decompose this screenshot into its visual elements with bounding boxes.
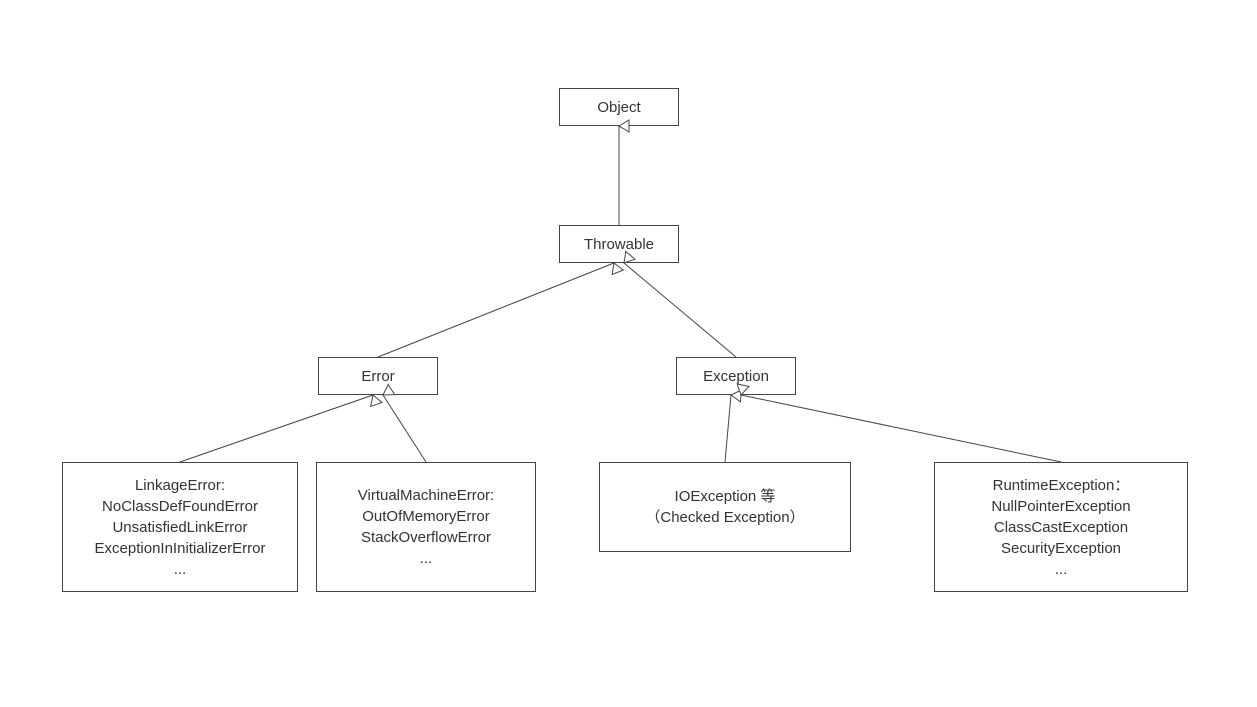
node-ioexception: IOException 等 （Checked Exception） <box>599 462 851 552</box>
vmerror-line-3: ... <box>420 548 433 569</box>
node-exception-label: Exception <box>703 366 769 387</box>
node-runtime-exception: RuntimeException： NullPointerException C… <box>934 462 1188 592</box>
vmerror-line-2: StackOverflowError <box>361 527 491 548</box>
node-throwable: Throwable <box>559 225 679 263</box>
runtime-line-0: RuntimeException： <box>993 475 1130 496</box>
linkage-line-4: ... <box>174 559 187 580</box>
node-linkage-error: LinkageError: NoClassDefFoundError Unsat… <box>62 462 298 592</box>
linkage-line-1: NoClassDefFoundError <box>102 496 258 517</box>
node-vm-error: VirtualMachineError: OutOfMemoryError St… <box>316 462 536 592</box>
linkage-line-3: ExceptionInInitializerError <box>95 538 266 559</box>
runtime-line-3: SecurityException <box>1001 538 1121 559</box>
node-error: Error <box>318 357 438 395</box>
node-error-label: Error <box>361 366 394 387</box>
runtime-line-4: ... <box>1055 559 1068 580</box>
node-throwable-label: Throwable <box>584 234 654 255</box>
ioexception-line-1: （Checked Exception） <box>645 507 804 528</box>
node-object-label: Object <box>597 97 640 118</box>
linkage-line-2: UnsatisfiedLinkError <box>112 517 247 538</box>
edge-error-to-throwable <box>378 263 614 357</box>
edge-exception-to-throwable <box>624 263 736 357</box>
ioexception-line-0: IOException 等 <box>675 486 776 507</box>
vmerror-line-1: OutOfMemoryError <box>362 506 490 527</box>
runtime-line-1: NullPointerException <box>991 496 1130 517</box>
edge-runtime-to-exception <box>741 395 1061 462</box>
node-object: Object <box>559 88 679 126</box>
node-exception: Exception <box>676 357 796 395</box>
linkage-line-0: LinkageError: <box>135 475 225 496</box>
vmerror-line-0: VirtualMachineError: <box>358 485 494 506</box>
runtime-line-2: ClassCastException <box>994 517 1128 538</box>
edge-ioexception-to-exception <box>725 395 731 462</box>
edge-linkage-to-error <box>180 395 373 462</box>
edge-vmerror-to-error <box>383 395 426 462</box>
